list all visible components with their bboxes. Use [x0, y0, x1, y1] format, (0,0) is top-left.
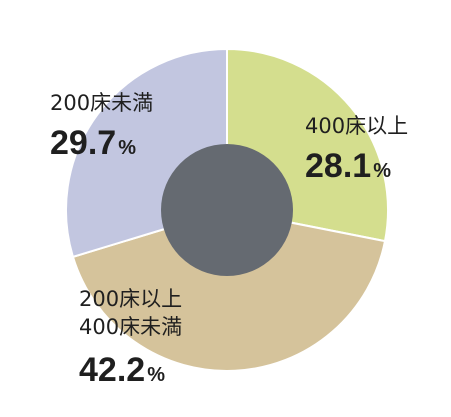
slice-value-3-number: 29.7 — [50, 124, 116, 162]
slice-label-2-line-2: 400床未満 — [79, 315, 182, 339]
slice-label-2-line-1: 200床以上 — [79, 287, 182, 311]
slice-value-2: 42.2% — [79, 351, 165, 389]
slice-label-3-line-1: 200床未満 — [50, 91, 153, 115]
slice-value-3: 29.7% — [50, 124, 136, 162]
slice-value-1-number: 28.1 — [305, 147, 371, 185]
slice-value-1: 28.1% — [305, 147, 391, 185]
slice-label-group-2: 200床以上 400床未満 42.2% — [79, 287, 182, 389]
slice-label-group-3: 200床未満 29.7% — [50, 91, 153, 162]
slice-value-2-number: 42.2 — [79, 351, 145, 389]
slice-value-3-unit: % — [118, 137, 136, 159]
donut-hole — [161, 144, 293, 276]
pie-slice-2 — [71, 208, 387, 372]
slice-value-1-unit: % — [373, 160, 391, 182]
slice-value-2-unit: % — [147, 364, 165, 386]
slice-label-1-line-1: 400床以上 — [305, 114, 408, 138]
slice-label-group-1: 400床以上 28.1% — [305, 114, 408, 185]
